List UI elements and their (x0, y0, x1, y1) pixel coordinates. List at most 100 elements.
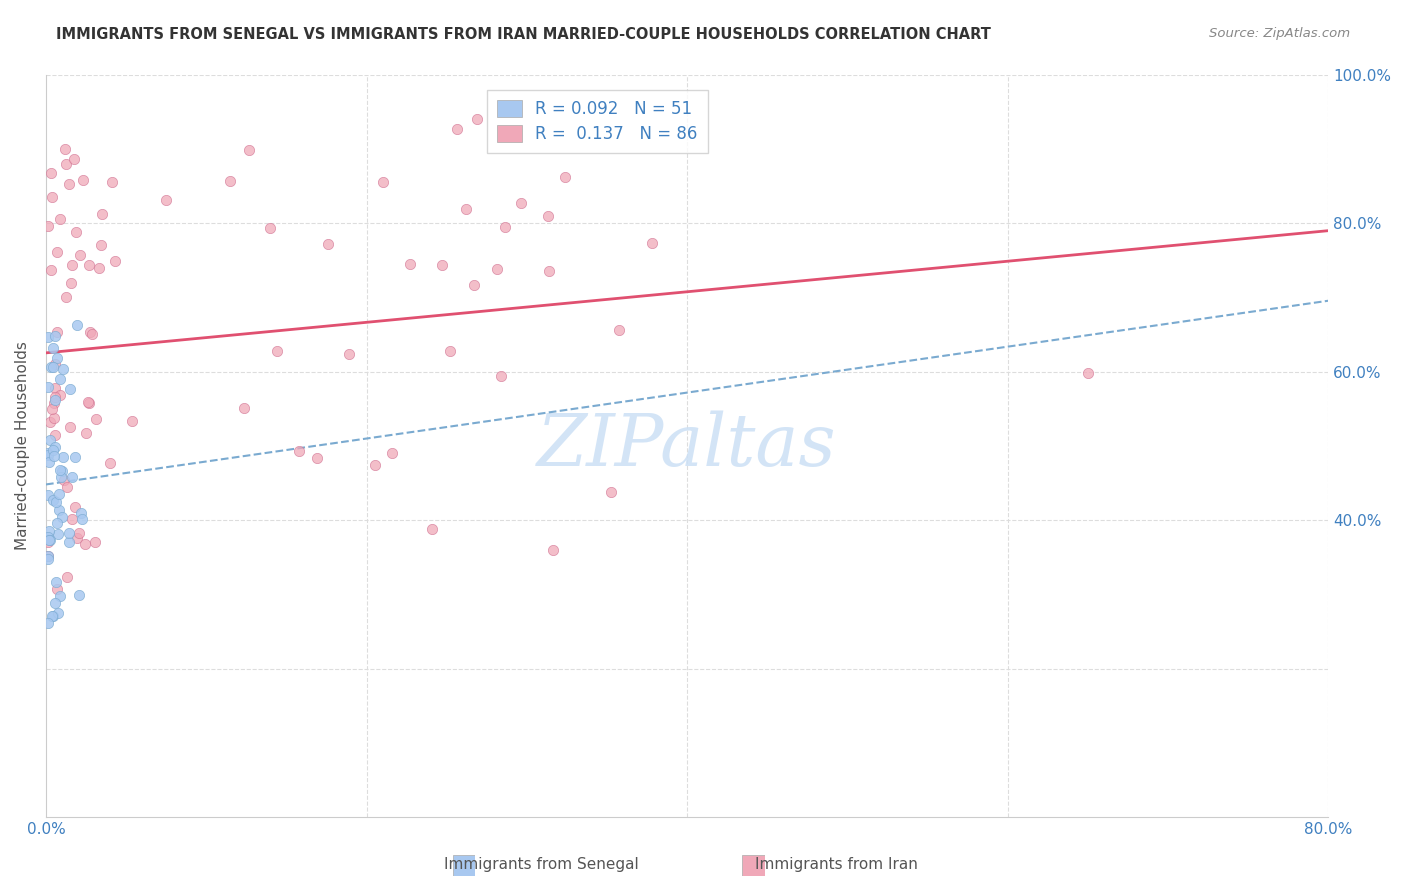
Point (100, 175, 122, 189)
Point (37, 549, 59, 564)
Point (46, 351, 69, 365)
Point (79, 325, 101, 339)
Point (288, 444, 311, 458)
Point (463, 277, 485, 292)
Point (67, 525, 90, 540)
Point (82, 327, 104, 342)
Point (52, 473, 75, 487)
Point (45, 574, 67, 589)
Point (86, 412, 108, 426)
Point (77, 394, 100, 409)
Point (37, 551, 59, 566)
Point (90, 238, 112, 252)
Point (53, 142, 76, 156)
Point (59, 420, 82, 434)
Point (266, 344, 288, 359)
Point (70, 511, 93, 525)
Point (316, 236, 339, 251)
Point (37, 488, 59, 502)
Point (121, 414, 143, 428)
Point (55, 480, 77, 494)
Point (371, 175, 394, 189)
Point (420, 522, 443, 536)
Point (59, 382, 82, 396)
Point (60, 511, 83, 525)
Point (399, 257, 422, 271)
Point (45, 516, 67, 530)
Point (46, 607, 69, 621)
Point (641, 235, 664, 250)
Point (37, 380, 59, 394)
Point (307, 450, 329, 465)
Point (44, 390, 66, 404)
Point (44, 357, 66, 371)
Point (37, 615, 59, 630)
Point (49, 469, 72, 483)
Point (60, 470, 83, 484)
Point (42, 492, 65, 507)
Point (44, 392, 66, 407)
Point (42, 609, 65, 624)
Point (155, 193, 177, 207)
Point (600, 485, 623, 500)
Point (41, 401, 63, 416)
Point (75, 426, 97, 441)
Point (58, 525, 80, 540)
Point (56, 570, 79, 584)
Point (37, 530, 59, 544)
Point (69, 506, 91, 520)
Point (48, 372, 70, 386)
Point (1077, 366, 1099, 380)
Text: Immigrants from Senegal: Immigrants from Senegal (444, 857, 638, 872)
Y-axis label: Married-couple Households: Married-couple Households (15, 342, 30, 550)
Point (58, 534, 80, 549)
Point (46, 582, 69, 596)
Point (37, 549, 59, 563)
Point (51, 510, 73, 524)
Point (98, 456, 121, 470)
Point (46, 325, 69, 339)
Text: ZIPaltas: ZIPaltas (537, 410, 837, 481)
Point (42, 396, 65, 410)
Point (65, 450, 87, 465)
Point (66, 531, 89, 545)
Point (77, 395, 100, 409)
Text: Immigrants from Iran: Immigrants from Iran (755, 857, 918, 872)
Point (63, 152, 86, 166)
Text: Source: ZipAtlas.com: Source: ZipAtlas.com (1209, 27, 1350, 40)
Point (42, 443, 65, 458)
Point (87, 261, 110, 276)
Point (42, 449, 65, 463)
Point (259, 220, 281, 235)
Point (37, 535, 59, 549)
Point (104, 253, 127, 268)
Point (65, 318, 87, 333)
Point (63, 500, 86, 515)
Point (49, 388, 72, 402)
Point (218, 174, 240, 188)
Point (233, 401, 256, 416)
Point (607, 323, 630, 337)
Point (537, 209, 560, 223)
Point (52, 450, 75, 464)
Point (38, 533, 60, 548)
Point (430, 259, 453, 273)
Point (537, 264, 560, 278)
Point (37, 219, 59, 234)
Text: IMMIGRANTS FROM SENEGAL VS IMMIGRANTS FROM IRAN MARRIED-COUPLE HOUSEHOLDS CORREL: IMMIGRANTS FROM SENEGAL VS IMMIGRANTS FR… (56, 27, 991, 42)
Point (337, 346, 360, 360)
Point (543, 543, 565, 558)
Point (45, 495, 67, 509)
Point (37, 330, 59, 344)
Point (44, 596, 66, 610)
Point (39, 166, 62, 180)
Point (60, 258, 83, 272)
Point (60, 276, 83, 290)
Point (37, 446, 59, 460)
Point (44, 428, 66, 442)
Point (49, 463, 72, 477)
Point (83, 535, 105, 549)
Point (456, 202, 478, 216)
Point (44, 440, 66, 454)
Point (52, 362, 75, 376)
